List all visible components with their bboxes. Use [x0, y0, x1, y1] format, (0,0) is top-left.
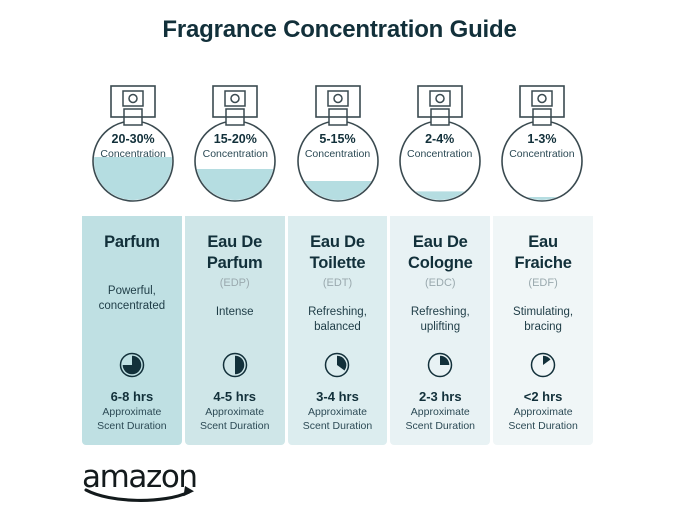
perfume-bottle-icon: 1-3% Concentration [494, 78, 590, 206]
fragrance-description-line1: Stimulating, [513, 306, 574, 318]
fragrance-description: Intense [216, 305, 254, 320]
fragrance-card[interactable]: Eau De Toilette (EDT) Refreshing, balanced 3-… [287, 216, 388, 445]
fragrance-description-line2: bracing [524, 321, 562, 333]
scent-duration-caption-line1: Approximate [410, 406, 470, 418]
fragrance-card[interactable]: Eau Fraiche (EDF) Stimulating, bracing <2 hrs… [493, 216, 593, 445]
scent-duration-hours: 4-5 hrs [213, 389, 257, 404]
bottle-cell: 20-30% Concentration [82, 78, 184, 206]
bottle-cell: 2-4% Concentration [389, 78, 491, 206]
scent-duration-clock-icon [529, 351, 557, 379]
fragrance-name: Parfum [104, 232, 160, 253]
page-title: Fragrance Concentration Guide [162, 16, 517, 43]
perfume-bottle-icon: 5-15% Concentration [290, 78, 386, 206]
scent-duration-caption-line1: Approximate [205, 406, 265, 418]
fragrance-name-line1: Parfum [104, 233, 160, 251]
scent-duration-hours: 3-4 hrs [316, 389, 359, 404]
amazon-wordmark: amazon [82, 459, 198, 495]
scent-duration-caption-line2: Scent Duration [302, 419, 373, 432]
scent-duration-caption-line2: Scent Duration [199, 419, 270, 432]
fragrance-description: Powerful, concentrated [99, 284, 166, 314]
scent-duration-caption-line2: Scent Duration [405, 419, 476, 432]
scent-duration-clock-icon [323, 351, 351, 379]
fragrance-name-line2: Parfum [206, 254, 263, 272]
fragrance-name-line2: Cologne [407, 254, 473, 272]
perfume-bottle-icon: 20-30% Concentration [85, 78, 181, 206]
fragrance-description-line1: Refreshing, [410, 306, 470, 318]
fragrance-name-line1: Eau [528, 233, 558, 251]
fragrance-abbreviation: (EDF) [528, 277, 558, 289]
scent-duration-caption: Approximate Scent Duration [303, 406, 372, 445]
fragrance-description-line1: Powerful, [107, 285, 156, 297]
fragrance-description-line1: Intense [215, 306, 254, 318]
fragrance-name-line2: Fraiche [514, 254, 572, 272]
perfume-bottle-icon: 2-4% Concentration [392, 78, 488, 206]
perfume-bottle-icon: 15-20% Concentration [187, 78, 283, 206]
scent-duration-caption-line1: Approximate [308, 406, 367, 418]
fragrance-abbreviation: (EDC) [425, 277, 456, 289]
scent-duration-clock-icon [426, 351, 454, 379]
amazon-logo: amazon [82, 462, 212, 504]
amazon-smile-arrow [84, 486, 194, 502]
fragrance-abbreviation: (EDT) [322, 277, 353, 289]
scent-duration-caption: Approximate Scent Duration [97, 406, 166, 445]
fragrance-abbreviation: (EDP) [219, 277, 250, 289]
fragrance-card-row: Parfum Powerful, concentrated 6-8 hrs Approx… [82, 216, 593, 445]
bottle-cell: 5-15% Concentration [286, 78, 388, 206]
fragrance-name-line1: Eau De [310, 233, 365, 251]
scent-duration-caption-line2: Scent Duration [97, 419, 167, 432]
scent-duration-hours: 6-8 hrs [110, 389, 154, 404]
fragrance-description: Stimulating, bracing [513, 305, 573, 335]
scent-duration-hours: 2-3 hrs [418, 389, 462, 404]
scent-duration-caption-line2: Scent Duration [508, 419, 578, 432]
fragrance-description-line1: Refreshing, [308, 306, 367, 318]
fragrance-card[interactable]: Eau De Parfum (EDP) Intense 4-5 hrs Approxima… [184, 216, 285, 445]
scent-duration-caption: Approximate Scent Duration [200, 406, 269, 445]
scent-duration-clock-icon [118, 351, 146, 379]
scent-duration-caption-line1: Approximate [102, 406, 162, 418]
bottle-row: 20-30% Concentration 15-20% Concentration 5-… [82, 78, 593, 206]
fragrance-name: Eau De Parfum [207, 232, 263, 274]
fragrance-name: Eau Fraiche [514, 232, 571, 274]
fragrance-name-line2: Toilette [309, 254, 366, 272]
scent-duration-caption: Approximate Scent Duration [508, 406, 577, 445]
fragrance-card[interactable]: Eau De Cologne (EDC) Refreshing, uplifting 2-… [390, 216, 491, 445]
bottle-cell: 1-3% Concentration [491, 78, 593, 206]
fragrance-name: Eau De Toilette [310, 232, 366, 274]
bottle-cell: 15-20% Concentration [184, 78, 286, 206]
scent-duration-caption-line1: Approximate [513, 406, 573, 418]
fragrance-description-line2: balanced [314, 321, 361, 333]
scent-duration-hours: <2 hrs [523, 389, 563, 404]
fragrance-description-line2: concentrated [98, 300, 166, 312]
fragrance-name-line1: Eau De [207, 233, 263, 251]
fragrance-description: Refreshing, balanced [308, 305, 367, 335]
scent-duration-clock-icon [221, 351, 249, 379]
fragrance-description: Refreshing, uplifting [411, 305, 470, 335]
fragrance-card[interactable]: Parfum Powerful, concentrated 6-8 hrs Approx… [82, 216, 182, 445]
fragrance-description-line2: uplifting [420, 321, 461, 333]
fragrance-name-line1: Eau De [412, 233, 468, 251]
scent-duration-caption: Approximate Scent Duration [406, 406, 475, 445]
fragrance-name: Eau De Cologne [408, 232, 473, 274]
